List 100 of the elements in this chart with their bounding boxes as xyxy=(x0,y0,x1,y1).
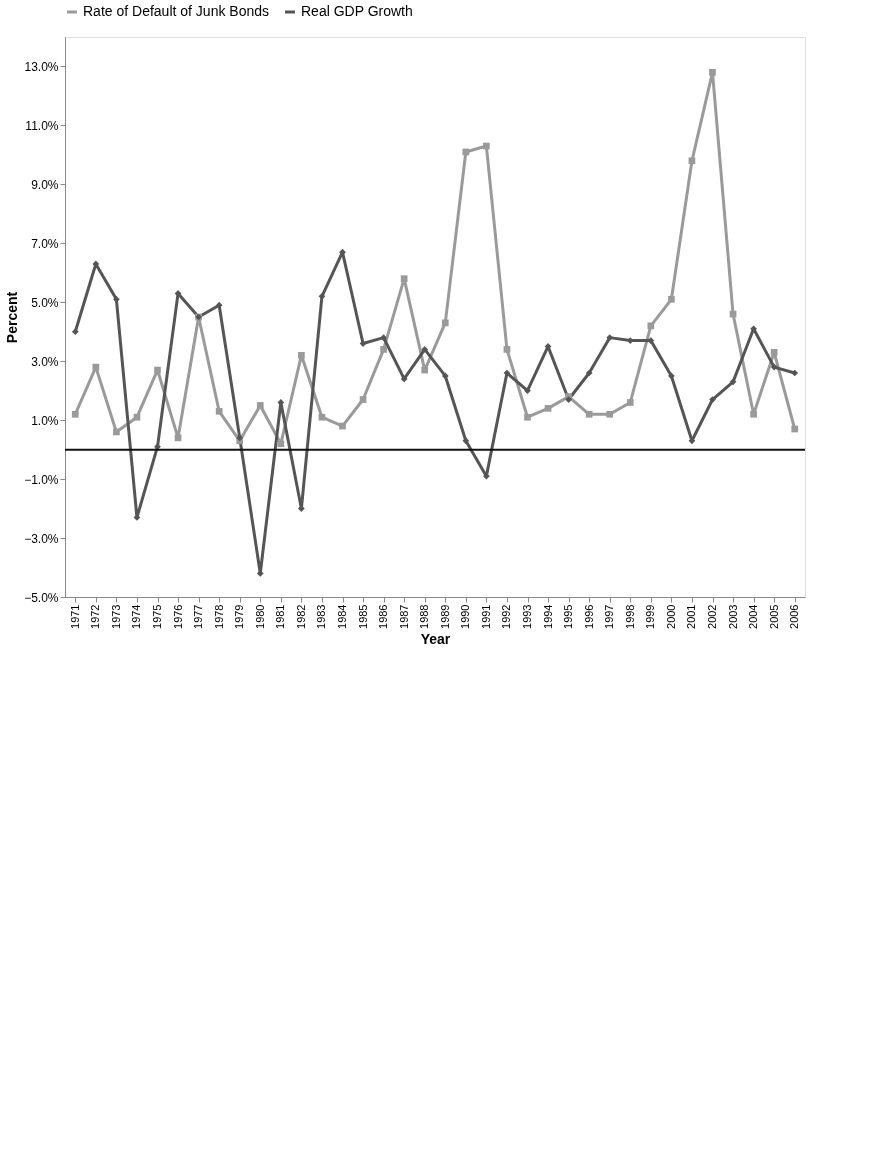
point xyxy=(483,142,490,150)
x-tick-label: 1977 xyxy=(192,604,205,629)
x-tick-label: 1992 xyxy=(500,604,513,629)
point xyxy=(400,375,408,383)
x-tick-label: 2003 xyxy=(726,604,739,629)
point xyxy=(359,396,367,403)
point xyxy=(770,349,778,356)
point xyxy=(298,351,305,359)
x-tick-label: 1995 xyxy=(562,604,575,629)
legend-label: Real GDP Growth xyxy=(301,3,413,19)
x-tick-label: 1971 xyxy=(68,604,81,629)
x-tick-label: 1985 xyxy=(356,604,369,629)
point xyxy=(462,148,470,156)
point xyxy=(585,369,593,377)
point xyxy=(585,410,593,418)
x-tick-label: 1979 xyxy=(233,604,246,629)
point xyxy=(318,413,326,421)
point xyxy=(92,363,100,371)
legend-label: Rate of Default of Junk Bonds xyxy=(83,3,269,19)
x-tick-label: 2006 xyxy=(788,604,801,629)
point xyxy=(668,372,675,380)
point xyxy=(791,369,799,377)
point xyxy=(606,334,614,341)
x-tick-label: 1990 xyxy=(459,604,472,629)
x-axis-title: Year xyxy=(420,630,451,647)
point xyxy=(709,396,716,403)
point xyxy=(421,366,429,374)
y-tick-label: −3.0% xyxy=(24,531,59,546)
point xyxy=(770,363,778,371)
x-tick-label: 1993 xyxy=(521,604,533,629)
point xyxy=(462,437,470,445)
y-tick-label: −5.0% xyxy=(24,590,59,605)
point xyxy=(750,410,757,418)
point xyxy=(71,328,79,336)
point xyxy=(791,425,799,433)
x-tick-label: 1984 xyxy=(336,604,348,629)
y-tick-label: 1.0% xyxy=(31,413,59,428)
x-tick-label: 1973 xyxy=(109,604,122,629)
x-tick-label: 1982 xyxy=(294,604,307,629)
x-tick-label: 1981 xyxy=(274,604,287,629)
x-tick-label: 1991 xyxy=(479,604,492,629)
point xyxy=(298,505,305,512)
point xyxy=(113,428,120,436)
y-tick-label: 13.0% xyxy=(24,59,59,74)
x-tick-label: 1988 xyxy=(418,604,431,629)
point xyxy=(277,399,285,406)
point xyxy=(133,514,141,521)
point xyxy=(524,387,531,395)
point xyxy=(709,69,716,76)
x-tick-label: 1996 xyxy=(582,604,595,629)
x-tick-label: 1980 xyxy=(253,604,266,629)
x-tick-label: 1994 xyxy=(541,604,554,629)
x-tick-label: 1989 xyxy=(438,604,451,629)
x-tick-label: 1998 xyxy=(623,604,636,629)
x-tick-label: 1975 xyxy=(151,604,163,629)
point xyxy=(154,366,161,374)
point xyxy=(380,334,387,341)
y-axis-title: Percent xyxy=(4,291,21,344)
point xyxy=(380,346,387,353)
point xyxy=(668,295,675,303)
point xyxy=(113,295,120,303)
x-tick-label: 2002 xyxy=(706,604,718,629)
y-tick-label: 9.0% xyxy=(31,177,59,192)
point xyxy=(729,378,737,386)
x-tick-label: 2001 xyxy=(685,604,698,629)
x-tick-label: 1987 xyxy=(397,604,410,629)
point xyxy=(441,319,449,327)
x-tick-label: 2004 xyxy=(747,604,760,629)
point xyxy=(626,399,634,406)
x-tick-label: 1974 xyxy=(130,604,143,629)
point xyxy=(339,422,346,430)
x-tick-label: 1976 xyxy=(171,604,184,629)
x-tick-label: 2005 xyxy=(767,604,780,629)
point xyxy=(215,407,223,415)
point xyxy=(400,275,408,283)
point xyxy=(277,440,285,448)
point xyxy=(688,157,696,165)
point xyxy=(318,293,326,300)
point xyxy=(544,405,552,412)
point xyxy=(133,413,141,421)
point xyxy=(606,410,614,418)
y-tick-label: 7.0% xyxy=(31,236,59,251)
x-tick-label: 2000 xyxy=(664,604,677,629)
x-tick-label: 1986 xyxy=(377,604,390,629)
point xyxy=(71,410,79,418)
point xyxy=(256,570,264,577)
point xyxy=(174,434,182,442)
point xyxy=(503,346,511,353)
point xyxy=(421,346,429,353)
y-tick-label: 3.0% xyxy=(31,354,59,369)
point xyxy=(647,322,655,330)
y-tick-label: −1.0% xyxy=(24,472,59,487)
y-tick-label: 5.0% xyxy=(31,295,59,310)
point xyxy=(256,402,264,409)
point xyxy=(524,413,531,421)
y-tick-label: 11.0% xyxy=(25,118,59,133)
x-tick-label: 1997 xyxy=(603,604,616,629)
x-tick-label: 1978 xyxy=(212,604,225,629)
x-tick-label: 1999 xyxy=(644,604,657,629)
x-tick-label: 1972 xyxy=(89,604,102,629)
